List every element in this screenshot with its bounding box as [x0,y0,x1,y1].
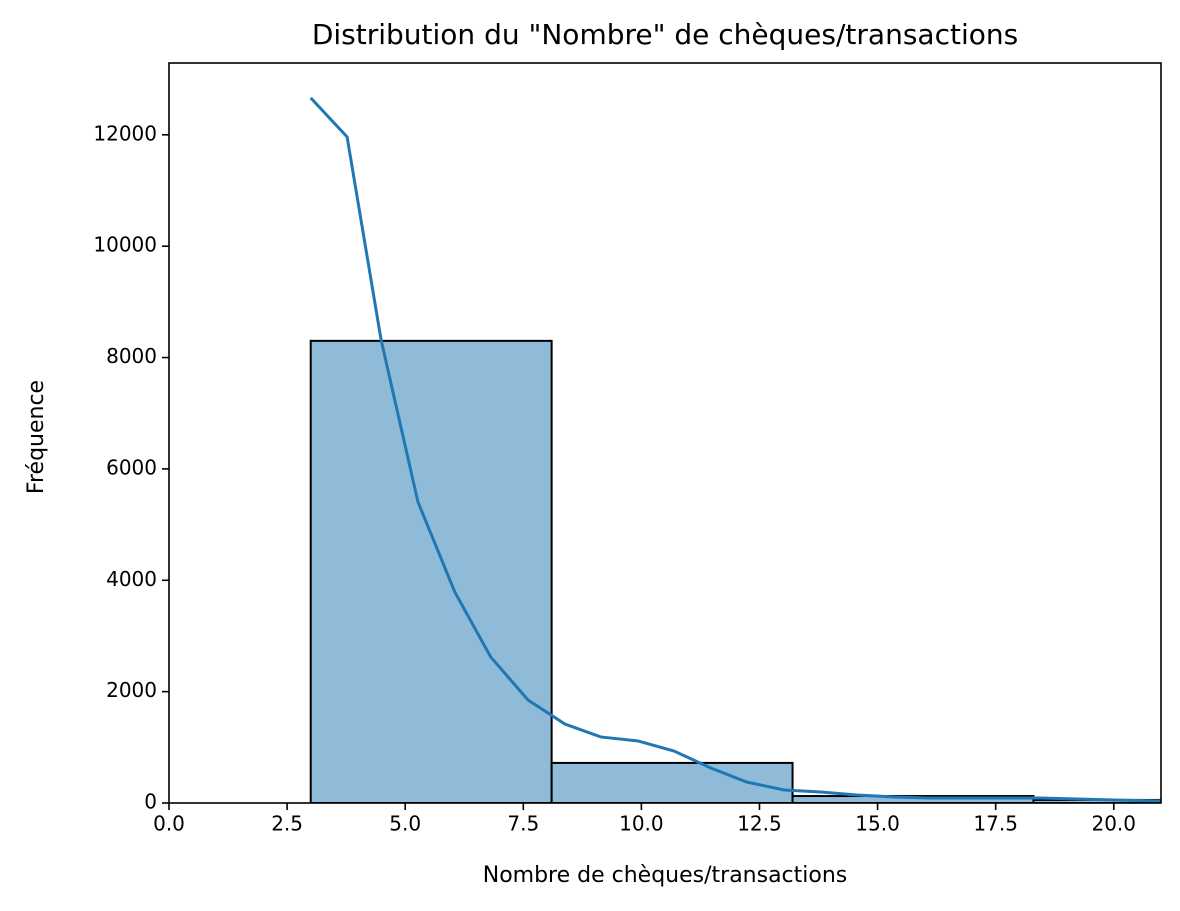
y-tick-label: 12000 [93,121,157,145]
y-tick-label: 6000 [106,455,157,479]
y-axis-label: Fréquence [24,380,49,494]
y-tick-label: 0 [144,790,157,814]
axes-frame [168,62,1162,804]
histogram-bar [309,339,553,803]
x-tick-label: 20.0 [1091,812,1136,836]
x-axis-label: Nombre de chèques/transactions [483,863,848,888]
y-tick-label: 8000 [106,344,157,368]
chart-title: Distribution du "Nombre" de chèques/tran… [312,18,1018,51]
x-tick-label: 17.5 [973,812,1018,836]
y-tick-label: 10000 [93,233,157,257]
x-tick-label: 7.5 [507,812,539,836]
x-tick-label: 2.5 [271,812,303,836]
x-tick-label: 12.5 [737,812,782,836]
x-tick-label: 10.0 [619,812,664,836]
y-tick-label: 2000 [106,678,157,702]
x-tick-label: 15.0 [855,812,900,836]
x-tick-label: 0.0 [153,812,185,836]
kde-line [309,96,1161,803]
y-tick-label: 4000 [106,567,157,591]
plot-area [309,96,1161,803]
x-tick-label: 5.0 [389,812,421,836]
